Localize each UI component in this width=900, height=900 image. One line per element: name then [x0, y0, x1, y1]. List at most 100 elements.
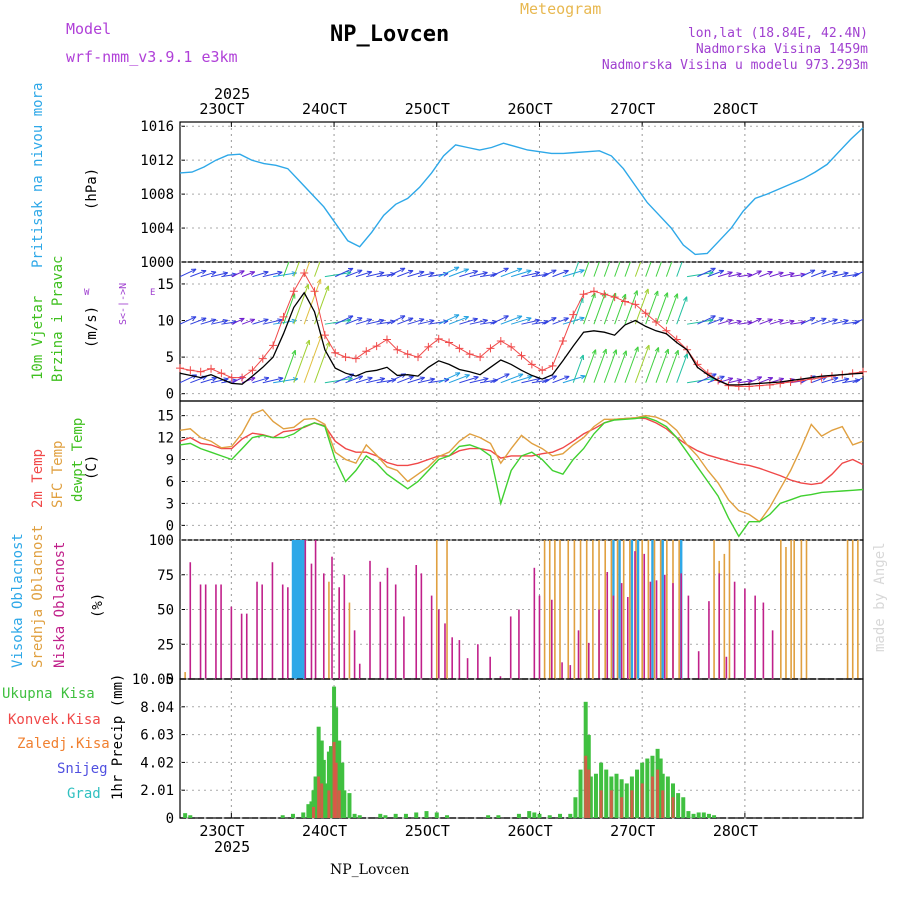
wind-arrow-head: [683, 353, 689, 359]
wind-arrow: [634, 344, 650, 383]
precip-total-bar: [188, 815, 193, 818]
wind-arrow: [676, 262, 683, 277]
wind-gust-marker: [859, 367, 867, 376]
precip-total-bar: [537, 813, 542, 818]
wind-arrow: [283, 262, 290, 277]
wind-arrow-head: [821, 317, 827, 323]
wind-arrow-head: [366, 318, 373, 323]
precip-total-bar: [516, 813, 521, 818]
precip-total-bar: [486, 815, 491, 818]
precip-total-bar: [342, 790, 347, 818]
wind-arrow-head: [518, 373, 524, 379]
wind-arrow: [314, 262, 321, 277]
wind-gust-marker: [589, 287, 598, 296]
wind-arrow: [697, 267, 716, 278]
wind-arrow-head: [379, 271, 385, 276]
wind-arrow-head: [756, 317, 762, 323]
precip-total-bar: [547, 815, 552, 818]
wind-arrow-head: [408, 269, 414, 275]
y-tick-label: 0: [166, 811, 174, 827]
wind-arrow-head: [291, 349, 297, 356]
precip-total-bar: [658, 758, 663, 818]
wind-arrow-head: [357, 317, 363, 322]
precip-total-bar: [313, 776, 318, 818]
wind-gust-marker: [600, 290, 609, 299]
wind-arrow-head: [718, 317, 725, 322]
wind-arrow: [386, 315, 406, 325]
precip-total-bar: [290, 813, 295, 818]
precip-convective-bar: [656, 769, 660, 818]
wind-arrow: [676, 296, 688, 325]
wind-arrow-head: [710, 267, 716, 273]
wind-arrow: [821, 271, 838, 278]
wind-arrow-head: [875, 270, 880, 274]
wind-arrow: [624, 262, 631, 277]
wind-gust-marker: [403, 350, 412, 359]
wind-arrow-head: [736, 378, 743, 383]
wind-arrow-head: [482, 318, 488, 324]
precip-legend-total: Ukupna Kisa: [2, 686, 95, 702]
wind-arrow: [273, 272, 297, 278]
precip-legend-freezing: Zaledj.Kisa: [17, 736, 110, 752]
wind-arrow: [655, 292, 669, 325]
wind-gust-marker: [362, 347, 371, 356]
bottom-x-tick-label: 24OCT: [302, 822, 348, 840]
wind-arrow: [293, 339, 310, 383]
wind-arrow-head: [357, 375, 364, 380]
wind-arrow: [252, 271, 269, 278]
wind-arrow-head: [324, 285, 330, 291]
wind-arrow-head: [304, 283, 310, 290]
wind-arrow-head: [727, 318, 733, 324]
wind-arrow-head: [767, 271, 773, 276]
wind-arrow-head: [843, 377, 850, 383]
precip-convective-bar: [587, 769, 591, 818]
wind-arrow: [210, 378, 229, 384]
wind-arrow-head: [654, 347, 660, 353]
panel-frame: [179, 121, 864, 263]
wind-arrow-head: [211, 376, 217, 382]
precip-total-bar: [326, 751, 331, 818]
wind-arrow: [728, 320, 742, 325]
wind-arrow-head: [563, 317, 569, 322]
wind-arrow-head: [645, 241, 649, 246]
wind-arrow: [407, 318, 425, 325]
precip-legend-hail: Grad: [67, 786, 101, 802]
wind-arrow-head: [367, 376, 373, 382]
wind-gust-marker: [227, 373, 236, 382]
y-tick-label: 6: [166, 474, 174, 490]
wind-arrow-head: [821, 270, 827, 275]
top-x-tick-label: 25OCT: [404, 100, 450, 118]
wind-arrow: [583, 349, 597, 383]
wind-arrow: [780, 272, 795, 278]
wind-arrow: [665, 293, 678, 325]
wind-arrow: [572, 297, 584, 325]
wind-gust-marker: [517, 351, 526, 360]
wind-arrow: [831, 319, 849, 325]
y-tick-label: 6.03: [140, 728, 174, 744]
precip-total-bar: [588, 776, 593, 818]
y-tick-label: 1004: [140, 221, 174, 237]
wind-arrow-head: [832, 318, 838, 323]
precip-convective-bar: [630, 790, 634, 818]
wind-arrow-head: [249, 271, 256, 276]
precip-total-bar: [434, 812, 439, 818]
top-x-tick-label: 27OCT: [610, 100, 656, 118]
lonlat-info: lon,lat (18.84E, 42.4N): [687, 26, 868, 41]
precip-total-bar: [403, 813, 408, 818]
wind-arrow-head: [357, 269, 363, 275]
wind-arrow-head: [526, 317, 532, 322]
wind-arrow: [221, 379, 238, 384]
wind-gust-marker: [796, 376, 805, 385]
wind-arrow-head: [778, 271, 784, 277]
wind-arrow: [728, 273, 742, 278]
wind-arrow: [459, 318, 478, 325]
wind-arrow: [314, 285, 329, 325]
wind-arrow-head: [579, 354, 585, 361]
precip-total-bar: [309, 801, 314, 818]
precip-total-bar: [645, 758, 650, 818]
precip-convective-bar: [609, 790, 613, 818]
wind-gust-marker: [414, 353, 423, 362]
wind-arrow: [759, 271, 773, 278]
precip-total-bar: [347, 793, 352, 818]
wind-arrow-head: [579, 316, 585, 322]
